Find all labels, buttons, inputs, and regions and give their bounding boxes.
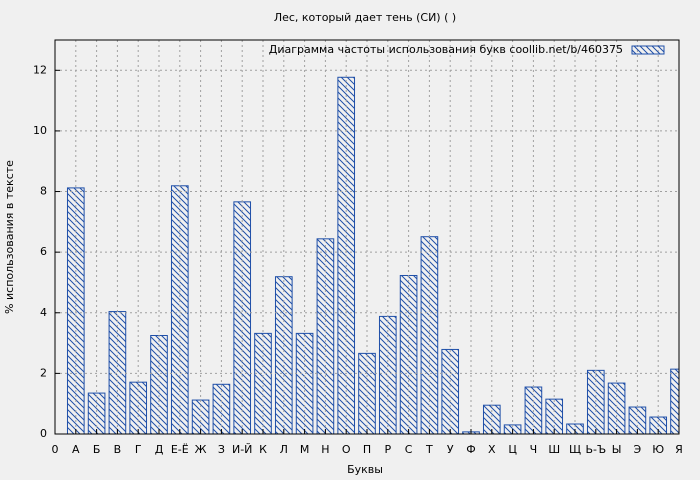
x-tick-label: Щ: [569, 443, 581, 456]
y-tick-label: 10: [33, 124, 47, 137]
x-tick-label: Р: [384, 443, 391, 456]
bar: [254, 332, 272, 434]
x-tick-label: С: [405, 443, 413, 456]
x-tick-label: М: [300, 443, 310, 456]
x-tick-label: Н: [321, 443, 329, 456]
x-tick-label: Ц: [508, 443, 517, 456]
x-tick-label: Ю: [652, 443, 664, 456]
y-tick-label: 2: [40, 366, 47, 379]
x-tick-label: П: [363, 443, 371, 456]
x-tick-label: Д: [155, 443, 164, 456]
bar: [295, 332, 314, 434]
y-tick-label: 12: [33, 63, 47, 76]
y-tick-label: 4: [40, 306, 47, 319]
x-axis-label: Буквы: [347, 463, 383, 476]
bar: [87, 392, 106, 434]
x-tick-label: Г: [135, 443, 142, 456]
x-tick-label: В: [114, 443, 122, 456]
y-axis-label: % использования в тексте: [3, 160, 16, 314]
x-tick-label: Ч: [530, 443, 538, 456]
x-tick-label: Ы: [612, 443, 622, 456]
y-tick-label: 8: [40, 185, 47, 198]
legend-label: Диаграмма частоты использования букв coo…: [269, 43, 623, 56]
x-tick-label: Э: [634, 443, 642, 456]
x-tick-label: 0: [52, 443, 59, 456]
x-tick-label: Ш: [548, 443, 560, 456]
x-tick-label: Е-Ё: [171, 443, 189, 456]
y-tick-label: 0: [40, 427, 47, 440]
x-tick-label: Ф: [466, 443, 475, 456]
y-tick-label: 6: [40, 245, 47, 258]
chart-title: Лес, который дает тень (СИ) ( ): [274, 11, 456, 24]
x-tick-label: Я: [675, 443, 683, 456]
bar: [129, 381, 148, 434]
x-tick-label: Л: [280, 443, 288, 456]
x-tick-label: К: [259, 443, 267, 456]
bar: [586, 369, 605, 434]
plot-border: [54, 39, 680, 435]
x-tick-label: Б: [93, 443, 101, 456]
x-tick-label: И-Й: [232, 443, 252, 456]
x-tick-label: Т: [425, 443, 433, 456]
x-tick-label: А: [72, 443, 80, 456]
x-tick-label: У: [447, 443, 454, 456]
x-tick-label: Х: [488, 443, 496, 456]
bar: [566, 423, 584, 434]
x-tick-label: Ж: [195, 443, 207, 456]
legend-swatch: [631, 45, 665, 55]
x-tick-label: О: [342, 443, 351, 456]
x-tick-label: Ь-Ъ: [585, 443, 606, 456]
x-tick-label: З: [218, 443, 225, 456]
